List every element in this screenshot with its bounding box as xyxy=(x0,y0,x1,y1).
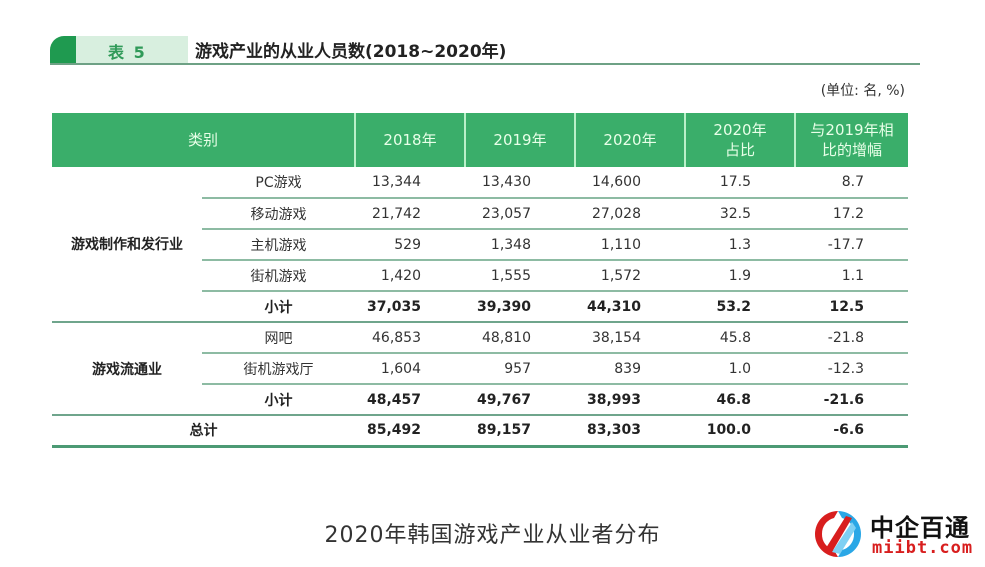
cell-2018: 529 xyxy=(355,229,465,261)
cell-2019: 89,157 xyxy=(465,415,575,448)
cell-2018: 48,457 xyxy=(355,384,465,416)
table-row: 街机游戏厅 1,604 957 839 1.0 -12.3 xyxy=(52,353,908,385)
unit-note: (单位: 名, %) xyxy=(820,83,905,99)
col-header-2018: 2018年 xyxy=(354,113,465,167)
cell-growth: 12.5 xyxy=(795,291,908,323)
logo-globe-icon xyxy=(815,511,861,557)
cell-growth: 17.2 xyxy=(795,198,908,230)
site-logo[interactable]: 中企百通 miibt.com xyxy=(812,506,982,562)
table-label-box xyxy=(76,36,188,63)
cell-growth: -21.8 xyxy=(795,322,908,354)
title-underline xyxy=(50,63,920,65)
row-label: PC游戏 xyxy=(202,167,355,199)
row-label: 街机游戏厅 xyxy=(202,353,355,385)
table-number-label: 表 5 xyxy=(108,43,147,62)
cell-share: 32.5 xyxy=(685,198,795,230)
cell-growth: -17.7 xyxy=(795,229,908,261)
row-label: 移动游戏 xyxy=(202,198,355,230)
cell-share: 45.8 xyxy=(685,322,795,354)
cell-2018: 21,742 xyxy=(355,198,465,230)
cell-2020: 83,303 xyxy=(575,415,685,448)
cell-2019: 39,390 xyxy=(465,291,575,323)
cell-2019: 957 xyxy=(465,353,575,385)
cell-growth: -21.6 xyxy=(795,384,908,416)
cell-2019: 48,810 xyxy=(465,322,575,354)
cell-2020: 14,600 xyxy=(575,167,685,199)
cell-2019: 49,767 xyxy=(465,384,575,416)
group-label-distribution: 游戏流通业 xyxy=(52,322,202,416)
cell-share: 53.2 xyxy=(685,291,795,323)
cell-share: 46.8 xyxy=(685,384,795,416)
cell-2020: 27,028 xyxy=(575,198,685,230)
total-label: 总计 xyxy=(52,415,355,448)
row-label: 小计 xyxy=(202,291,355,323)
cell-growth: 1.1 xyxy=(795,260,908,292)
cell-2019: 1,348 xyxy=(465,229,575,261)
subtotal-row: 小计 37,035 39,390 44,310 53.2 12.5 xyxy=(52,291,908,323)
cell-growth: 8.7 xyxy=(795,167,908,199)
col-header-category: 类别 xyxy=(52,113,355,167)
cell-share: 17.5 xyxy=(685,167,795,199)
cell-2020: 1,572 xyxy=(575,260,685,292)
row-label: 小计 xyxy=(202,384,355,416)
table-row: 移动游戏 21,742 23,057 27,028 32.5 17.2 xyxy=(52,198,908,230)
table-row: 街机游戏 1,420 1,555 1,572 1.9 1.1 xyxy=(52,260,908,292)
table-title: 游戏产业的从业人员数(2018~2020年) xyxy=(195,42,507,62)
cell-2018: 1,604 xyxy=(355,353,465,385)
cell-share: 1.3 xyxy=(685,229,795,261)
col-header-growth: 与2019年相 比的增幅 xyxy=(794,113,908,167)
row-label: 主机游戏 xyxy=(202,229,355,261)
cell-2020: 1,110 xyxy=(575,229,685,261)
cell-share: 100.0 xyxy=(685,415,795,448)
table-header-row: 类别 2018年 2019年 2020年 2020年 占比 与2019年相 比的增幅 xyxy=(52,113,908,167)
cell-2018: 85,492 xyxy=(355,415,465,448)
row-label: 网吧 xyxy=(202,322,355,354)
col-header-2019: 2019年 xyxy=(464,113,575,167)
cell-2018: 46,853 xyxy=(355,322,465,354)
cell-share: 1.9 xyxy=(685,260,795,292)
table-row: 游戏流通业 网吧 46,853 48,810 38,154 45.8 -21.8 xyxy=(52,322,908,416)
table-title-bar: 表 5 游戏产业的从业人员数(2018~2020年) xyxy=(50,33,920,65)
cell-growth: -6.6 xyxy=(795,415,908,448)
cell-2020: 38,154 xyxy=(575,322,685,354)
subtotal-row: 小计 48,457 49,767 38,993 46.8 -21.6 xyxy=(52,384,908,416)
cell-growth: -12.3 xyxy=(795,353,908,385)
cell-2019: 1,555 xyxy=(465,260,575,292)
cell-2019: 13,430 xyxy=(465,167,575,199)
col-header-2020: 2020年 xyxy=(574,113,685,167)
total-row: 总计 85,492 89,157 83,303 100.0 -6.6 xyxy=(52,415,908,448)
col-header-share: 2020年 占比 xyxy=(684,113,795,167)
logo-brand-name: 中企百通 xyxy=(870,514,970,542)
image-caption: 2020年韩国游戏产业从业者分布 xyxy=(324,523,661,548)
cell-2020: 44,310 xyxy=(575,291,685,323)
table-row: 游戏制作和发行业 PC游戏 13,344 13,430 14,600 17.5 … xyxy=(52,167,908,323)
logo-domain: miibt.com xyxy=(872,538,974,558)
group-label-production: 游戏制作和发行业 xyxy=(52,167,202,323)
cell-2020: 38,993 xyxy=(575,384,685,416)
cell-2018: 37,035 xyxy=(355,291,465,323)
title-accent-tab xyxy=(50,36,76,63)
cell-2018: 1,420 xyxy=(355,260,465,292)
cell-2020: 839 xyxy=(575,353,685,385)
row-label: 街机游戏 xyxy=(202,260,355,292)
employment-table: 类别 2018年 2019年 2020年 2020年 占比 与2019年相 比的增幅… xyxy=(52,113,908,448)
cell-2019: 23,057 xyxy=(465,198,575,230)
cell-2018: 13,344 xyxy=(355,167,465,199)
table-row: 主机游戏 529 1,348 1,110 1.3 -17.7 xyxy=(52,229,908,261)
cell-share: 1.0 xyxy=(685,353,795,385)
